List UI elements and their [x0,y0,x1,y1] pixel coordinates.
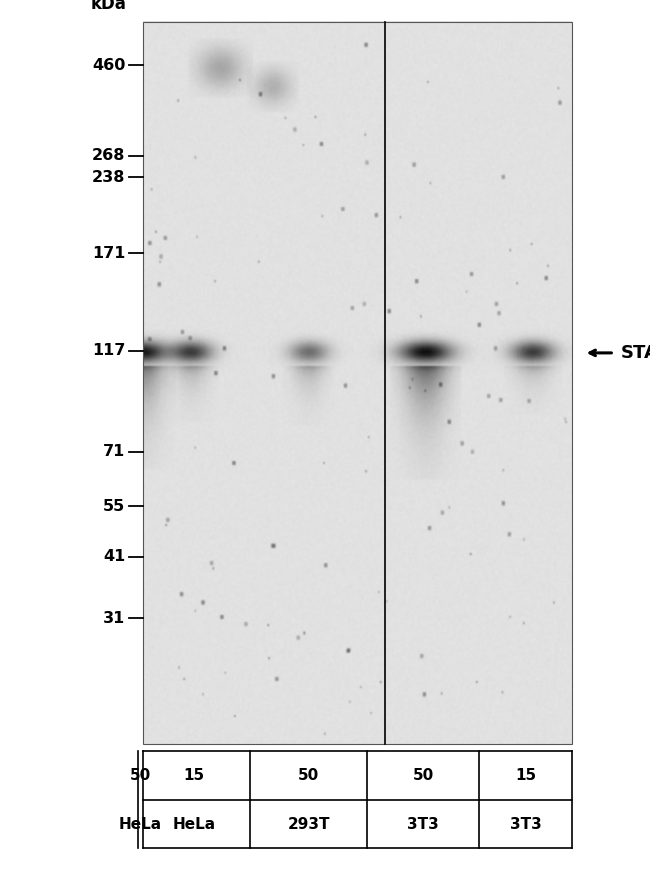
Text: HeLa: HeLa [173,817,216,832]
Text: 50: 50 [130,768,151,783]
Text: 50: 50 [298,768,319,783]
Text: 55: 55 [103,499,125,514]
Text: HeLa: HeLa [119,817,162,832]
Text: STAT6: STAT6 [621,344,650,362]
Text: 293T: 293T [287,817,330,832]
Text: 15: 15 [515,768,536,783]
Text: 71: 71 [103,444,125,459]
Text: 171: 171 [92,246,125,261]
Text: 15: 15 [183,768,205,783]
Text: 238: 238 [92,170,125,185]
Bar [143,22,572,744]
Text: kDa: kDa [91,0,127,13]
Text: 268: 268 [92,148,125,163]
Text: 50: 50 [413,768,434,783]
Text: 3T3: 3T3 [408,817,439,832]
Text: 3T3: 3T3 [510,817,541,832]
Text: 41: 41 [103,549,125,564]
Text: 460: 460 [92,58,125,73]
Text: 31: 31 [103,611,125,626]
Text: 117: 117 [92,344,125,359]
